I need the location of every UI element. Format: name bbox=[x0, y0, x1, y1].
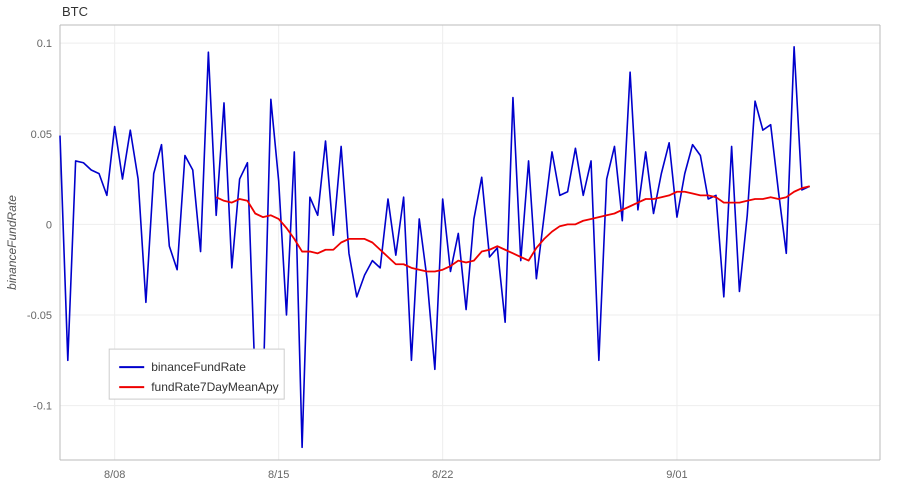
y-tick-label: -0.05 bbox=[27, 310, 52, 322]
y-tick-label: -0.1 bbox=[33, 401, 52, 413]
x-tick-label: 9/01 bbox=[666, 469, 687, 481]
x-tick-label: 8/22 bbox=[432, 469, 453, 481]
y-axis-label: binanceFundRate bbox=[5, 195, 19, 290]
chart-svg: -0.1 -0.05 0 0.05 0.1 8/08 8/15 8/22 9/01 BTC bina… bbox=[0, 0, 900, 500]
chart-container: -0.1 -0.05 0 0.05 0.1 8/08 8/15 8/22 9/01 BTC bina… bbox=[0, 0, 900, 500]
y-tick-label: 0.05 bbox=[31, 129, 52, 141]
x-tick-label: 8/15 bbox=[268, 469, 289, 481]
legend-label: binanceFundRate bbox=[151, 360, 246, 374]
y-tick-label: 0 bbox=[46, 219, 52, 231]
y-tick-label: 0.1 bbox=[37, 38, 52, 50]
chart-title: BTC bbox=[62, 4, 88, 19]
legend: binanceFundRate fundRate7DayMeanApy bbox=[109, 349, 284, 399]
legend-label: fundRate7DayMeanApy bbox=[151, 380, 278, 394]
x-tick-label: 8/08 bbox=[104, 469, 125, 481]
